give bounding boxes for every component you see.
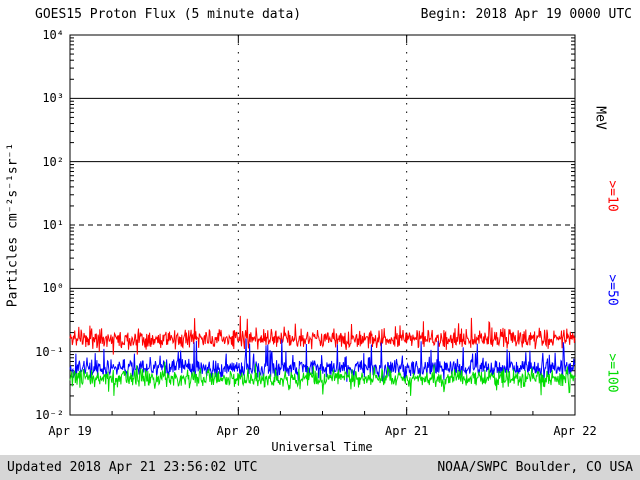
y-tick-label-1e4: 10⁴ — [42, 28, 64, 42]
y-tick-label-1e3: 10³ — [42, 91, 64, 106]
y-tick-label-1e0: 10⁰ — [42, 281, 64, 296]
y-tick-label-1e2: 10² — [42, 154, 64, 169]
series-label-100MeV: >=100 — [604, 353, 620, 393]
series-line-100MeV — [69, 361, 576, 396]
footer-bar: Updated 2018 Apr 21 23:56:02 UTC NOAA/SW… — [0, 455, 640, 480]
series-line-10MeV — [69, 315, 576, 355]
right-axis-unit-label: MeV — [592, 106, 608, 130]
plot-frame — [69, 34, 576, 416]
series-label-10MeV: >=10 — [604, 180, 620, 212]
begin-timestamp-label: Begin: 2018 Apr 19 0000 UTC — [420, 7, 632, 22]
x-axis-label: Universal Time — [271, 440, 373, 454]
series-label-50MeV: >=50 — [604, 274, 620, 306]
y-tick-label-1e-1: 10⁻¹ — [35, 344, 64, 359]
y-tick-label-1e-2: 10⁻² — [35, 408, 64, 422]
series-line-50MeV — [69, 338, 576, 383]
updated-timestamp: Updated 2018 Apr 21 23:56:02 UTC — [7, 460, 258, 475]
x-tick-label-apr-22: Apr 22 — [553, 424, 597, 438]
x-tick-label-apr-21: Apr 21 — [384, 424, 429, 438]
source-attribution: NOAA/SWPC Boulder, CO USA — [437, 460, 633, 475]
x-tick-label-apr-20: Apr 20 — [216, 424, 261, 438]
x-tick-label-apr-19: Apr 19 — [48, 424, 92, 438]
chart-title: GOES15 Proton Flux (5 minute data) — [35, 7, 302, 22]
y-tick-label-1e1: 10¹ — [42, 218, 64, 232]
